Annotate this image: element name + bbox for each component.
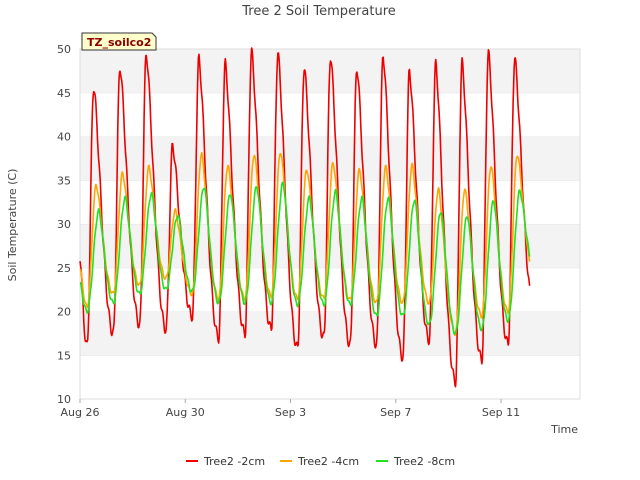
y-axis-label: Soil Temperature (C) bbox=[6, 169, 19, 282]
y-axis: 10 15 20 25 30 35 40 45 50 bbox=[57, 43, 71, 406]
legend: Tree2 -2cm Tree2 -4cm Tree2 -8cm bbox=[186, 455, 455, 468]
x-tick-label: Aug 26 bbox=[61, 406, 100, 419]
x-tick-label: Aug 30 bbox=[166, 406, 205, 419]
legend-label-3: Tree2 -8cm bbox=[393, 455, 455, 468]
y-tick-label: 20 bbox=[57, 306, 71, 319]
plot-frame bbox=[79, 48, 581, 400]
x-tick-label: Sep 7 bbox=[380, 406, 411, 419]
x-axis: Aug 26 Aug 30 Sep 3 Sep 7 Sep 11 bbox=[61, 399, 520, 419]
y-tick-label: 30 bbox=[57, 218, 71, 231]
y-tick-label: 40 bbox=[57, 131, 71, 144]
legend-label-2: Tree2 -4cm bbox=[297, 455, 359, 468]
y-tick-label: 25 bbox=[57, 262, 71, 275]
grid-band bbox=[80, 355, 580, 399]
y-tick-label: 45 bbox=[57, 87, 71, 100]
grid-band bbox=[80, 136, 580, 181]
x-tick-label: Sep 11 bbox=[482, 406, 520, 419]
badge: TZ_soilco2 bbox=[81, 32, 157, 51]
y-tick-label: 35 bbox=[57, 174, 71, 187]
legend-label-1: Tree2 -2cm bbox=[203, 455, 265, 468]
y-tick-label: 15 bbox=[57, 349, 71, 362]
grid-band bbox=[80, 92, 580, 137]
y-tick-label: 10 bbox=[57, 393, 71, 406]
series-lines bbox=[79, 47, 531, 388]
series-line-3 bbox=[79, 181, 531, 336]
x-axis-label: Time bbox=[550, 423, 578, 436]
y-tick-label: 50 bbox=[57, 43, 71, 56]
badge-label: TZ_soilco2 bbox=[87, 36, 151, 49]
chart-title: Tree 2 Soil Temperature bbox=[241, 4, 396, 19]
x-tick-label: Sep 3 bbox=[275, 406, 306, 419]
